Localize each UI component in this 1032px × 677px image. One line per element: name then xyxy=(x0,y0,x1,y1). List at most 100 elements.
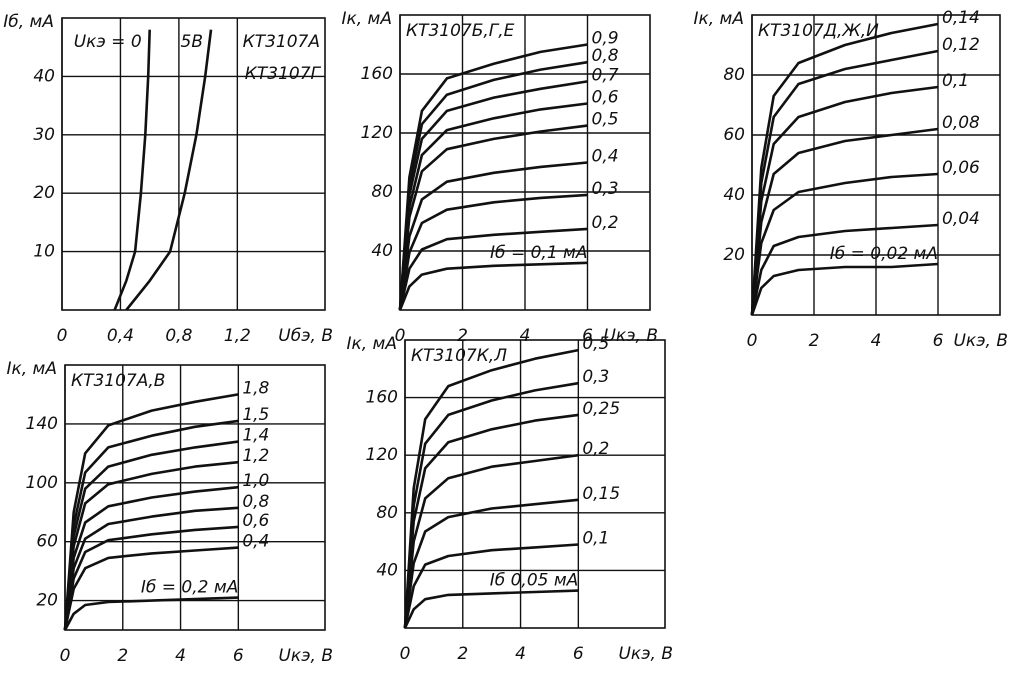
curve-label: 0,7 xyxy=(592,65,619,85)
y-tick-label: 30 xyxy=(33,125,55,145)
x-tick-label: 6 xyxy=(582,326,593,346)
curve-label: 0,4 xyxy=(242,532,269,552)
chart-title: КТ3107Б,Г,Е xyxy=(406,21,515,41)
curve xyxy=(750,172,939,316)
curve-label: 0,8 xyxy=(242,492,269,512)
curve xyxy=(63,506,239,631)
y-axis-label: Iк, мА xyxy=(346,334,397,354)
curve-label: 0,5 xyxy=(582,334,609,354)
curve-label: 0,1 xyxy=(582,528,609,548)
curve-label: 0,5 xyxy=(592,110,619,130)
curve-label: 1,2 xyxy=(242,446,269,466)
curve-label: 0,12 xyxy=(942,35,980,55)
curve xyxy=(403,543,579,629)
plot-frame xyxy=(751,14,1001,316)
y-axis-label: Iк, мА xyxy=(693,9,744,29)
x-tick-label: 0,4 xyxy=(107,326,134,346)
curve-label: 0,08 xyxy=(942,113,980,133)
curve xyxy=(403,381,579,629)
curve-label: Iб = 0,02 мА xyxy=(830,244,938,264)
y-tick-label: 20 xyxy=(33,183,55,203)
curve-label: 5В xyxy=(181,32,203,52)
plot-frame xyxy=(64,364,326,631)
y-tick-label: 40 xyxy=(376,560,398,580)
y-tick-label: 40 xyxy=(371,241,393,261)
curve-label: Iб = 0,1 мА xyxy=(490,243,587,263)
curve xyxy=(398,193,588,311)
curve xyxy=(398,43,588,311)
curve-label: 0,4 xyxy=(592,147,619,167)
x-axis-label: Uбэ, В xyxy=(278,326,333,346)
y-tick-label: 10 xyxy=(33,242,55,262)
curve-label: Iб = 0,2 мА xyxy=(141,578,238,598)
y-tick-label: 60 xyxy=(36,532,58,552)
curve-label: 0,14 xyxy=(942,8,980,28)
x-tick-label: 4 xyxy=(175,646,186,666)
curve xyxy=(398,227,588,311)
y-tick-label: 120 xyxy=(366,445,398,465)
x-tick-label: 0 xyxy=(747,331,758,351)
y-tick-label: 160 xyxy=(361,64,393,84)
x-tick-label: 6 xyxy=(933,331,944,351)
y-tick-label: 160 xyxy=(366,388,398,408)
curve-label: 0,04 xyxy=(942,209,980,229)
curve xyxy=(398,124,588,311)
curve-label: 0,9 xyxy=(592,29,619,49)
curve xyxy=(63,440,239,631)
plot-frame xyxy=(404,339,666,629)
curve xyxy=(403,498,579,629)
y-axis-label: Iк, мА xyxy=(6,359,57,379)
curve xyxy=(750,127,939,316)
y-axis-label: Iк, мА xyxy=(341,9,392,29)
curve-label: 0,3 xyxy=(592,179,619,199)
chart-title: КТ3107К,Л xyxy=(411,346,507,366)
y-tick-label: 140 xyxy=(26,414,58,434)
curve-label: 0,1 xyxy=(942,71,969,91)
curve xyxy=(113,29,151,311)
curve xyxy=(403,589,579,629)
x-tick-label: 6 xyxy=(573,644,584,664)
x-tick-label: 1,2 xyxy=(224,326,251,346)
y-tick-label: 40 xyxy=(723,185,745,205)
curve-label: 0,3 xyxy=(582,367,609,387)
x-tick-label: 4 xyxy=(520,326,531,346)
x-tick-label: 0 xyxy=(400,644,411,664)
curve xyxy=(63,596,239,631)
chart-title: КТ3107А,В xyxy=(71,371,165,391)
y-tick-label: 120 xyxy=(361,123,393,143)
curve xyxy=(398,80,588,311)
x-tick-label: 4 xyxy=(871,331,882,351)
annotation: КТ3107А xyxy=(243,32,320,52)
plot-frame xyxy=(61,17,326,311)
x-tick-label: 6 xyxy=(233,646,244,666)
y-tick-label: 20 xyxy=(723,245,745,265)
curve xyxy=(403,453,579,629)
curve-label: 0,8 xyxy=(592,46,619,66)
y-tick-label: 40 xyxy=(33,66,55,86)
x-tick-label: 0 xyxy=(57,326,68,346)
x-axis-label: Uкэ, В xyxy=(953,331,1008,351)
curve xyxy=(750,49,939,316)
curve-label: 0,6 xyxy=(592,88,619,108)
curve-label: 1,0 xyxy=(242,471,269,491)
x-axis-label: Uкэ, В xyxy=(278,646,333,666)
curve-label: 0,2 xyxy=(592,213,619,233)
curve xyxy=(750,22,939,316)
plot-frame xyxy=(399,14,651,311)
x-tick-label: 2 xyxy=(457,644,468,664)
curve xyxy=(750,85,939,316)
curve-label: 1,8 xyxy=(242,378,269,398)
curve xyxy=(750,223,939,316)
annotation: КТ3107Г xyxy=(245,64,322,84)
curve-label: 1,4 xyxy=(242,426,269,446)
x-axis-label: Uкэ, В xyxy=(603,326,658,346)
chart-title: КТ3107Д,Ж,И xyxy=(758,21,879,41)
curve xyxy=(63,525,239,631)
x-tick-label: 0 xyxy=(60,646,71,666)
curve xyxy=(63,393,239,631)
y-tick-label: 60 xyxy=(723,125,745,145)
y-tick-label: 80 xyxy=(723,65,745,85)
x-tick-label: 2 xyxy=(117,646,128,666)
